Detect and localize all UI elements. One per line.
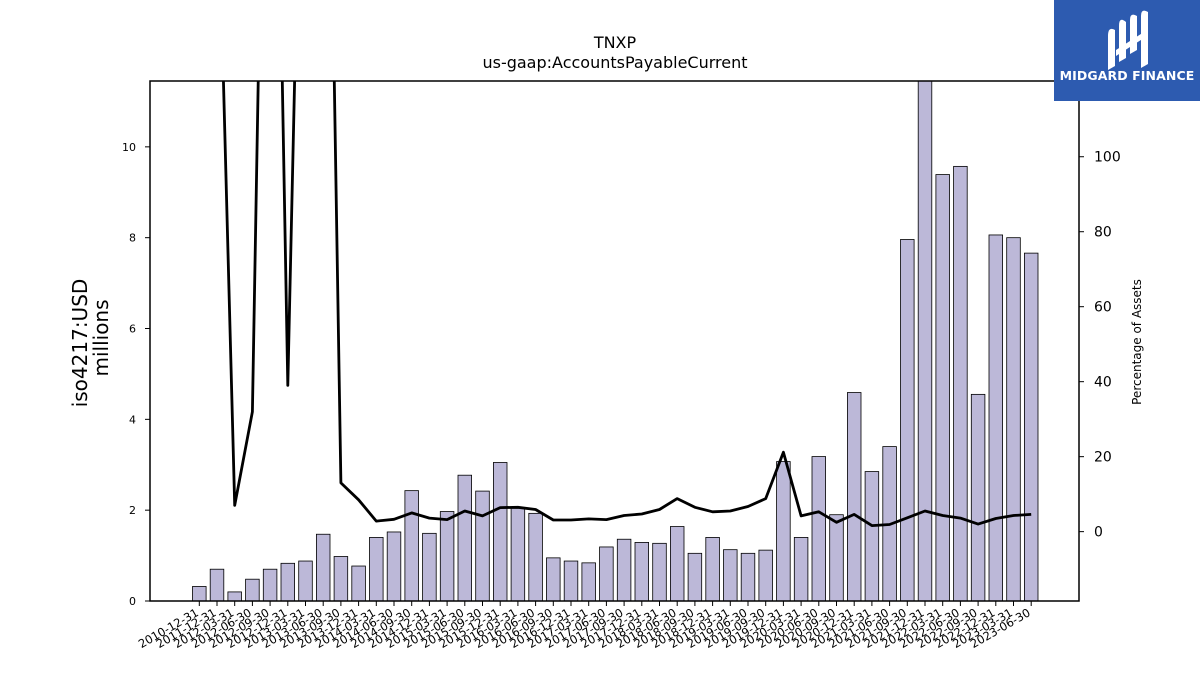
bar-2012-03-31 — [227, 591, 242, 602]
bar-2014-12-31 — [422, 532, 437, 602]
bar-2021-12-31 — [917, 80, 933, 602]
midgard-finance-logo: MIDGARD FINANCE — [1054, 0, 1200, 101]
bar-2021-03-31 — [864, 471, 880, 602]
y2-tick-label: 60 — [1094, 300, 1112, 316]
bar-2023-03-31 — [1006, 237, 1021, 602]
bar-2021-09-30 — [900, 239, 915, 602]
bar-2020-03-31 — [793, 537, 809, 602]
logo-text: MIDGARD FINANCE — [1059, 68, 1195, 83]
bar-2017-09-30 — [616, 538, 632, 602]
bar-2013-06-30 — [315, 533, 331, 602]
y-tick-label: 10 — [122, 141, 136, 154]
bar-2018-09-30 — [687, 552, 703, 602]
chart-subtitle: us-gaap:AccountsPayableCurrent — [482, 53, 747, 72]
bar-2016-12-31 — [563, 560, 579, 602]
y2-tick-label: 40 — [1094, 375, 1112, 391]
line-series — [222, 81, 1032, 527]
bar-2019-03-31 — [723, 549, 738, 602]
bar-2012-12-31 — [280, 562, 296, 602]
midgard-logo-icon — [1108, 10, 1148, 70]
bar-2017-06-30 — [599, 546, 614, 602]
bar-2018-06-30 — [670, 526, 685, 602]
bar-2015-03-31 — [439, 511, 455, 602]
y2-tick-label: 100 — [1094, 150, 1121, 166]
y-tick-label: 6 — [129, 323, 136, 336]
y-tick-label: 2 — [129, 504, 136, 517]
bar-2020-09-30 — [829, 514, 844, 602]
y-tick-label: 4 — [129, 413, 136, 426]
bar-2020-12-31 — [847, 392, 862, 602]
bar-2022-03-31 — [935, 174, 950, 602]
y2-tick-label: 0 — [1094, 525, 1103, 541]
bar-2012-09-30 — [262, 568, 278, 602]
y2-axis-label: Percentage of Assets — [1130, 279, 1144, 405]
y-axis-label-line2: millions — [89, 299, 113, 376]
y-tick-label: 8 — [129, 232, 136, 245]
bar-2019-12-31 — [776, 461, 791, 602]
y-axis-label-line1: iso4217:USD — [68, 279, 92, 408]
bar-2016-03-31 — [510, 507, 526, 602]
bar-2017-12-31 — [634, 542, 650, 602]
chart-title: TNXP — [593, 33, 637, 52]
right-axis: 0 20 40 60 80 100 — [1079, 150, 1121, 541]
bar-2013-03-31 — [298, 560, 313, 602]
left-axis: 0 2 4 6 8 10 — [122, 141, 150, 608]
bar-2016-06-30 — [528, 512, 543, 602]
bar-2022-09-30 — [970, 393, 986, 602]
percentage-of-assets-line — [222, 81, 1032, 527]
bar-2017-03-31 — [581, 562, 596, 602]
y2-tick-label: 20 — [1094, 450, 1112, 466]
bar-2019-06-30 — [740, 552, 756, 602]
bar-2011-12-31 — [209, 568, 225, 602]
plot-frame — [149, 80, 1080, 602]
bar-2023-06-30 — [1024, 252, 1039, 602]
bar-2018-12-31 — [705, 537, 720, 602]
bar-2012-06-30 — [245, 578, 260, 602]
x-axis: 2010-12-312011-12-312012-03-312012-06-30… — [136, 601, 1033, 651]
bar-2014-09-30 — [404, 490, 419, 602]
bar-2020-06-30 — [811, 456, 827, 602]
bar-series — [192, 80, 1039, 602]
bar-2013-09-30 — [333, 556, 349, 602]
bar-2013-12-31 — [351, 565, 366, 602]
bar-2014-03-31 — [369, 537, 384, 602]
bar-2015-06-30 — [457, 474, 473, 602]
bar-2014-06-30 — [386, 531, 402, 602]
y2-tick-label: 80 — [1094, 225, 1112, 241]
bar-2019-09-30 — [758, 549, 773, 602]
bar-2022-12-31 — [988, 234, 1004, 602]
bar-2015-09-30 — [475, 490, 490, 602]
bar-2016-09-30 — [546, 557, 561, 602]
y-tick-label: 0 — [129, 595, 136, 608]
bar-2015-12-31 — [492, 462, 508, 602]
bar-2010-12-31 — [192, 586, 207, 602]
bar-2022-06-30 — [953, 165, 968, 602]
bar-2018-03-31 — [652, 542, 667, 602]
